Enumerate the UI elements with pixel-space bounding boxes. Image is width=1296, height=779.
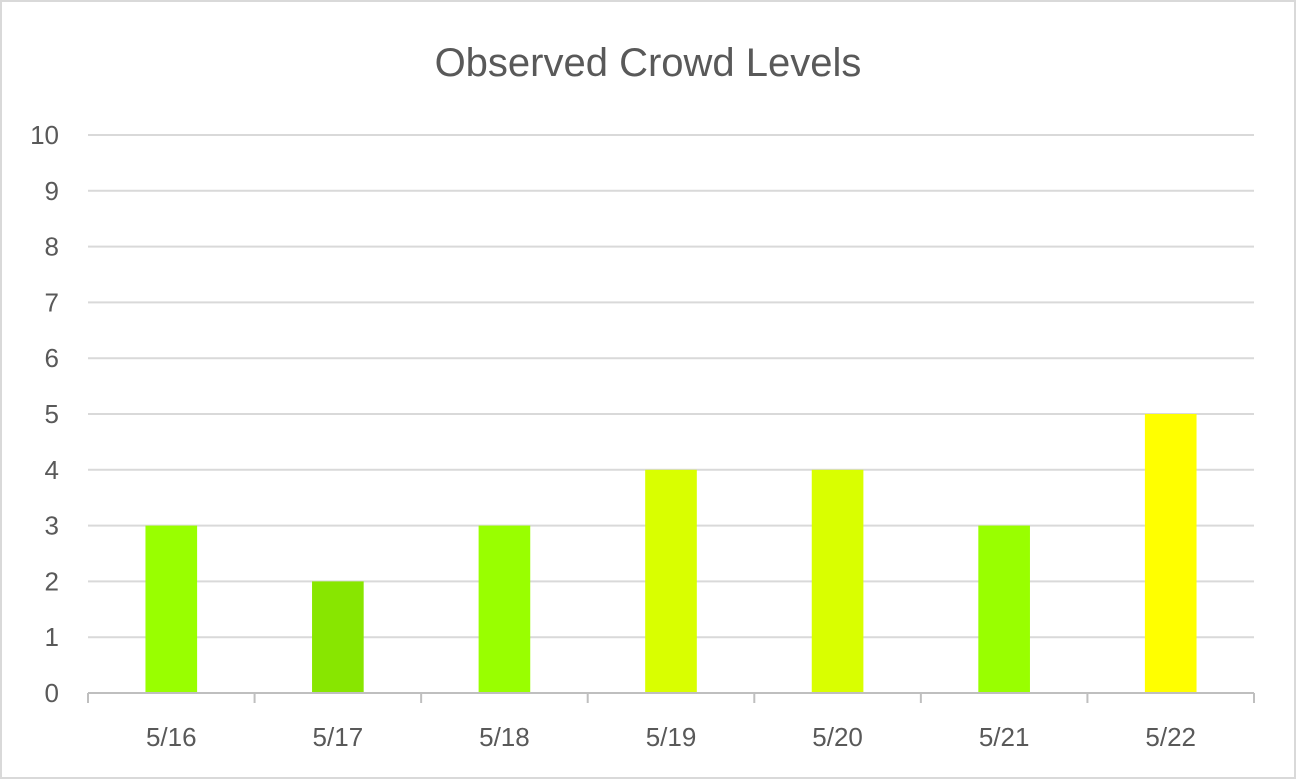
bar [978,525,1030,693]
x-axis [87,692,1255,703]
x-tick-label: 5/21 [979,722,1030,752]
x-tick-label: 5/19 [646,722,697,752]
y-tick-label: 1 [45,622,59,652]
bar [145,525,198,693]
bar [478,525,531,693]
x-tick-label: 5/20 [812,722,863,752]
x-axis-tick-labels: 5/16 5/17 5/18 5/19 5/20 5/21 5/22 [146,722,1196,752]
y-tick-label: 2 [45,566,59,596]
bars [145,414,1197,693]
x-tick-label: 5/16 [146,722,197,752]
x-tick-label: 5/22 [1145,722,1196,752]
bar [811,469,864,693]
x-tick-label: 5/17 [313,722,364,752]
bar [312,581,364,693]
y-tick-label: 9 [45,176,59,206]
y-tick-label: 6 [45,343,59,373]
x-tick-label: 5/18 [479,722,530,752]
y-axis-tick-labels: 0 1 2 3 4 5 6 7 8 9 10 [30,120,59,708]
y-tick-label: 7 [45,287,59,317]
bar [1144,414,1197,693]
chart-title: Observed Crowd Levels [435,41,862,85]
y-tick-label: 10 [30,120,59,150]
y-tick-label: 5 [45,399,59,429]
y-tick-label: 0 [45,678,59,708]
y-tick-label: 4 [45,455,59,485]
y-tick-label: 8 [45,232,59,262]
bar [645,469,697,693]
y-tick-label: 3 [45,511,59,541]
gridlines [88,134,1254,639]
